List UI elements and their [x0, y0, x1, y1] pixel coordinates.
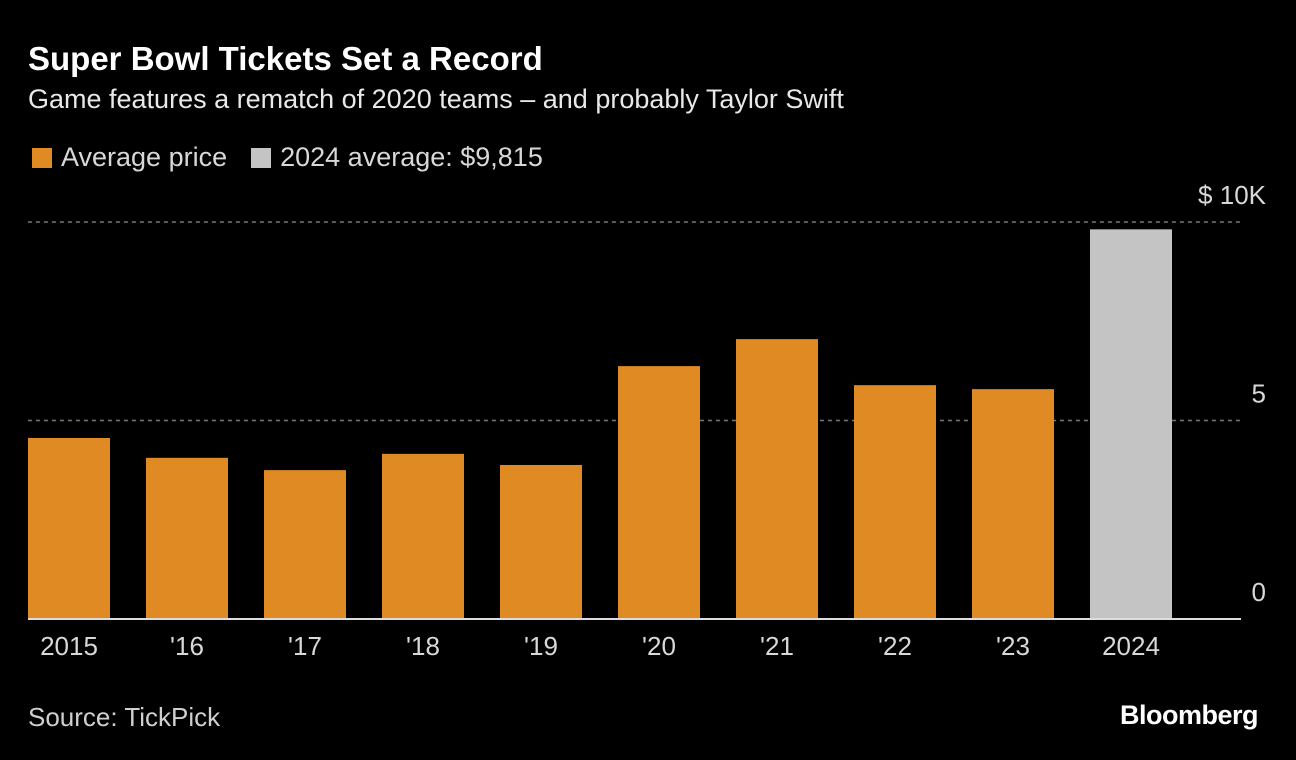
legend-label: Average price [61, 142, 228, 172]
y-tick-label: $ 10K [1198, 180, 1267, 210]
bar-17 [264, 470, 346, 619]
source-note: Source: TickPick [28, 702, 221, 732]
bar-18 [382, 453, 464, 619]
bar-21 [736, 339, 818, 619]
bar-19 [500, 464, 582, 619]
x-tick-label: '23 [996, 631, 1030, 661]
legend-swatch-gray [251, 147, 272, 168]
x-tick-label: '22 [878, 631, 912, 661]
bar-22 [854, 385, 936, 619]
x-tick-label: '17 [288, 631, 322, 661]
y-tick-label: 0 [1252, 577, 1266, 607]
bar-20 [618, 366, 700, 619]
x-tick-label: '16 [170, 631, 204, 661]
bar-2015 [28, 437, 110, 619]
x-tick-label: '20 [642, 631, 676, 661]
x-tick-label: '19 [524, 631, 558, 661]
bar-2024 [1090, 229, 1172, 620]
chart-subtitle: Game features a rematch of 2020 teams – … [28, 84, 844, 114]
x-tick-label: '18 [406, 631, 440, 661]
legend-label: 2024 average: $9,815 [280, 142, 543, 172]
chart-title: Super Bowl Tickets Set a Record [28, 40, 543, 77]
bar-23 [972, 389, 1054, 619]
x-tick-label: '21 [760, 631, 794, 661]
legend-item-average-price: Average price [32, 142, 227, 173]
bar-16 [146, 457, 228, 619]
bloomberg-logo: Bloomberg [1119, 700, 1259, 730]
legend-swatch-orange [32, 147, 52, 168]
y-tick-label: 5 [1252, 379, 1266, 409]
x-tick-label: 2015 [40, 631, 98, 661]
x-tick-label: 2024 [1102, 631, 1160, 661]
legend: Average price 2024 average: $9,815 [32, 142, 567, 173]
legend-item-2024-average: 2024 average: $9,815 [251, 142, 543, 173]
